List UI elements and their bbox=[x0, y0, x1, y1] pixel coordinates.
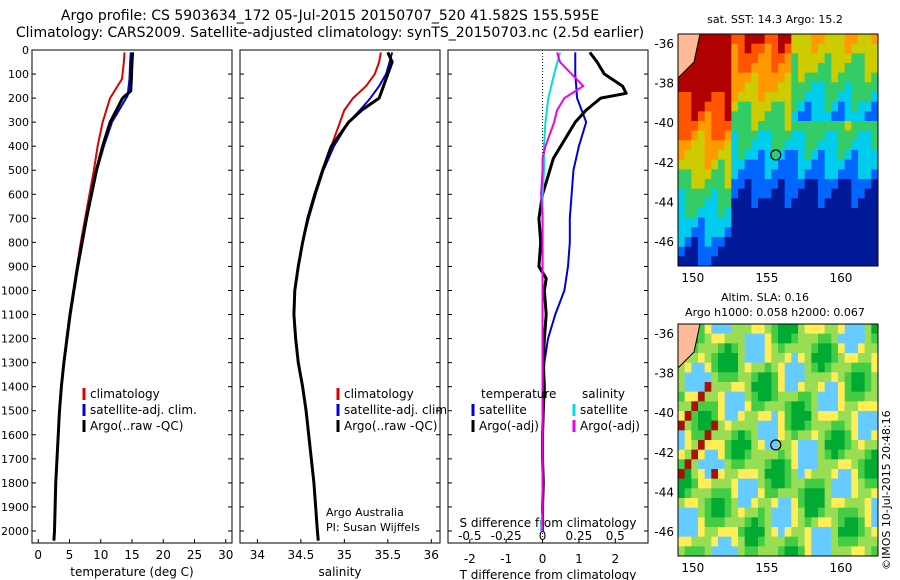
s-diff-tick-label: -0.25 bbox=[491, 529, 522, 543]
temperature-tick-label: 5 bbox=[66, 548, 74, 562]
temperature-tick-label: 10 bbox=[93, 548, 108, 562]
temperature-tick-label: 15 bbox=[124, 548, 139, 562]
depth-tick-label: 2000 bbox=[1, 525, 29, 538]
figure-title-line1: Argo profile: CS 5903634_172 05-Jul-2015… bbox=[60, 8, 600, 24]
depth-tick-label: 500 bbox=[8, 164, 29, 177]
depth-tick-label: 1800 bbox=[1, 477, 29, 490]
s-diff-axis-label: S difference from climatology bbox=[460, 516, 637, 530]
sst-map-title: sat. SST: 14.3 Argo: 15.2 bbox=[707, 13, 843, 26]
depth-tick-label: 1500 bbox=[1, 405, 29, 418]
temperature-plot-frame bbox=[31, 49, 233, 544]
depth-tick-label: 1300 bbox=[1, 357, 29, 370]
difference-plot-frame bbox=[447, 49, 649, 544]
temperature-tick-label: 20 bbox=[156, 548, 171, 562]
legend-entry: satellite bbox=[580, 403, 628, 417]
salinity-tick-label: 36 bbox=[424, 548, 439, 562]
longitude-tick-label: 155 bbox=[755, 271, 778, 285]
latitude-tick-label: -40 bbox=[654, 116, 674, 130]
t-diff-tick-label: -1 bbox=[500, 552, 512, 566]
legend-entry: climatology bbox=[344, 387, 414, 401]
annotation-text: PI: Susan Wijffels bbox=[326, 521, 420, 534]
temperature-tick-label: 30 bbox=[218, 548, 233, 562]
longitude-tick-label: 160 bbox=[830, 271, 853, 285]
longitude-tick-label: 150 bbox=[681, 271, 704, 285]
sla-map-title: Altim. SLA: 0.16 bbox=[721, 291, 809, 304]
temperature-axis-label: temperature (deg C) bbox=[70, 565, 193, 579]
latitude-tick-label: -36 bbox=[654, 37, 674, 51]
latitude-tick-label: -44 bbox=[654, 486, 674, 500]
legend-entry: climatology bbox=[90, 387, 160, 401]
difference-series-line bbox=[540, 52, 585, 531]
salinity-tick-label: 34.5 bbox=[288, 548, 315, 562]
depth-tick-label: 300 bbox=[8, 116, 29, 129]
salinity-axis-label: salinity bbox=[318, 565, 361, 579]
timestamp-label: ©IMOS 10-Jul-2015 20:48:16 bbox=[880, 410, 893, 570]
latitude-tick-label: -46 bbox=[654, 525, 674, 539]
salinity-tick-label: 34 bbox=[250, 548, 265, 562]
depth-tick-label: 1000 bbox=[1, 284, 29, 297]
legend-entry: Argo(..raw -QC) bbox=[90, 419, 183, 433]
figure-title-line2: Climatology: CARS2009. Satellite-adjuste… bbox=[15, 25, 645, 41]
longitude-tick-label: 150 bbox=[681, 561, 704, 575]
temperature-tick-label: 0 bbox=[34, 548, 42, 562]
depth-tick-label: 1400 bbox=[1, 381, 29, 394]
depth-tick-label: 100 bbox=[8, 68, 29, 81]
legend-entry: Argo(-adj) bbox=[479, 419, 539, 433]
depth-tick-label: 400 bbox=[8, 140, 29, 153]
sla-map-frame bbox=[677, 323, 879, 557]
t-diff-tick-label: -2 bbox=[464, 552, 476, 566]
t-diff-tick-label: 0 bbox=[539, 552, 547, 566]
latitude-tick-label: -38 bbox=[654, 77, 674, 91]
annotation-text: Argo Australia bbox=[326, 506, 404, 519]
s-diff-tick-label: -0.5 bbox=[458, 529, 481, 543]
depth-tick-label: 200 bbox=[8, 92, 29, 105]
salinity-tick-label: 35 bbox=[337, 548, 352, 562]
depth-tick-label: 800 bbox=[8, 236, 29, 249]
latitude-tick-label: -46 bbox=[654, 235, 674, 249]
s-diff-tick-label: 0.25 bbox=[566, 529, 593, 543]
sla-map-subtitle: Argo h1000: 0.058 h2000: 0.067 bbox=[685, 306, 865, 319]
depth-tick-label: 700 bbox=[8, 212, 29, 225]
depth-tick-label: 1900 bbox=[1, 501, 29, 514]
s-diff-tick-label: 0 bbox=[539, 529, 547, 543]
sst-map-frame bbox=[677, 33, 879, 267]
depth-tick-label: 1700 bbox=[1, 453, 29, 466]
legend-entry: temperature bbox=[481, 387, 556, 401]
depth-tick-label: 1100 bbox=[1, 309, 29, 322]
latitude-tick-label: -36 bbox=[654, 327, 674, 341]
float-position-marker bbox=[770, 439, 782, 451]
t-diff-axis-label: T difference from climatology bbox=[459, 568, 637, 580]
temperature-series-line bbox=[52, 52, 135, 541]
legend-entry: salinity bbox=[582, 387, 625, 401]
legend-entry: Argo(..raw -QC) bbox=[344, 419, 437, 433]
float-position-marker bbox=[770, 149, 782, 161]
depth-tick-label: 1600 bbox=[1, 429, 29, 442]
salinity-series-line bbox=[292, 51, 394, 541]
depth-tick-label: 0 bbox=[22, 44, 29, 57]
legend-entry: satellite bbox=[479, 403, 527, 417]
depth-tick-label: 600 bbox=[8, 188, 29, 201]
legend-entry: Argo(-adj) bbox=[580, 419, 640, 433]
temperature-tick-label: 25 bbox=[187, 548, 202, 562]
latitude-tick-label: -42 bbox=[654, 156, 674, 170]
salinity-tick-label: 35.5 bbox=[374, 548, 401, 562]
sst-map-cells bbox=[678, 34, 879, 267]
t-diff-tick-label: 2 bbox=[611, 552, 619, 566]
legend-entry: satellite-adj. clim. bbox=[90, 403, 197, 417]
latitude-tick-label: -38 bbox=[654, 367, 674, 381]
t-diff-tick-label: 1 bbox=[575, 552, 583, 566]
latitude-tick-label: -44 bbox=[654, 196, 674, 210]
depth-tick-label: 1200 bbox=[1, 333, 29, 346]
legend-entry: satellite-adj. clim. bbox=[344, 403, 451, 417]
latitude-tick-label: -40 bbox=[654, 406, 674, 420]
latitude-tick-label: -42 bbox=[654, 446, 674, 460]
s-diff-tick-label: 0.5 bbox=[606, 529, 625, 543]
longitude-tick-label: 160 bbox=[830, 561, 853, 575]
depth-tick-label: 900 bbox=[8, 260, 29, 273]
longitude-tick-label: 155 bbox=[755, 561, 778, 575]
